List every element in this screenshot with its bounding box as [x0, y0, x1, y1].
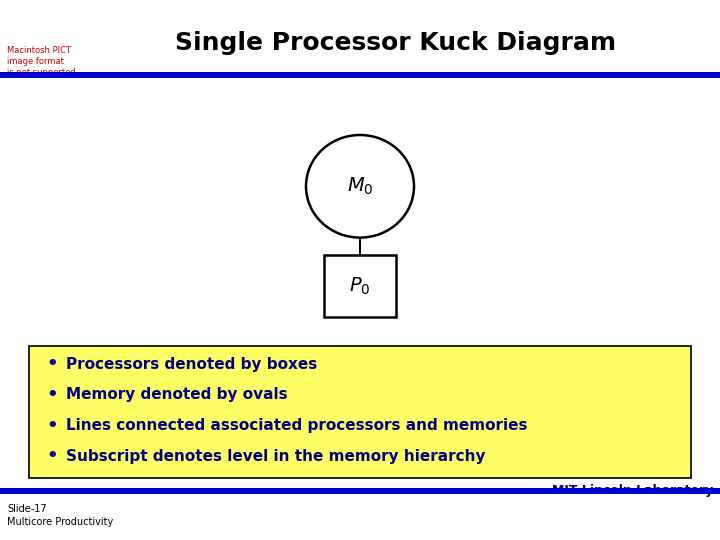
Text: Slide-17
Multicore Productivity: Slide-17 Multicore Productivity [7, 504, 114, 527]
Text: MIT Lincoln Laboratory: MIT Lincoln Laboratory [552, 484, 713, 497]
Text: •: • [47, 416, 58, 435]
Text: $P_0$: $P_0$ [349, 275, 371, 297]
Text: $M_0$: $M_0$ [347, 176, 373, 197]
Text: Single Processor Kuck Diagram: Single Processor Kuck Diagram [176, 31, 616, 55]
Text: Subscript denotes level in the memory hierarchy: Subscript denotes level in the memory hi… [66, 449, 486, 464]
Text: •: • [47, 355, 58, 373]
Bar [0, 72, 720, 78]
Text: Macintosh PICT
image format
is not supported: Macintosh PICT image format is not suppo… [7, 46, 76, 77]
Text: Lines connected associated processors and memories: Lines connected associated processors an… [66, 418, 528, 433]
Bar [324, 255, 396, 317]
Bar [0, 488, 720, 494]
Text: Processors denoted by boxes: Processors denoted by boxes [66, 356, 318, 372]
Text: •: • [47, 386, 58, 404]
Text: Memory denoted by ovals: Memory denoted by ovals [66, 387, 288, 402]
Text: •: • [47, 447, 58, 465]
Ellipse shape [306, 135, 414, 238]
Bar [29, 346, 691, 478]
